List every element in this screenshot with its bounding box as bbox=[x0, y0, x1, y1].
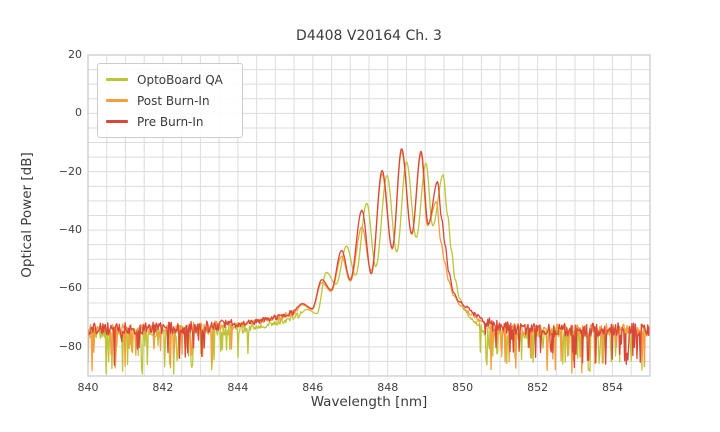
x-axis-label: Wavelength [nm] bbox=[310, 394, 428, 410]
series-line-pre-burn-in bbox=[87, 148, 651, 369]
y-tick-label--20: −20 bbox=[58, 164, 82, 178]
x-tick-label-846: 846 bbox=[302, 381, 324, 394]
y-tick-label--40: −40 bbox=[58, 223, 82, 237]
legend-item-optoboard-qa: OptoBoard QA bbox=[106, 69, 234, 90]
x-tick-label-854: 854 bbox=[602, 381, 624, 394]
legend-line-swatch-optoboard-qa bbox=[106, 78, 128, 81]
legend-label-pre-burn-in: Pre Burn-In bbox=[137, 114, 204, 129]
legend-label-post-burn-in: Post Burn-In bbox=[137, 93, 210, 108]
plot-border bbox=[87, 54, 651, 377]
legend-line-swatch-pre-burn-in bbox=[106, 120, 128, 123]
x-tick-label-842: 842 bbox=[152, 381, 174, 394]
legend: OptoBoard QA Post Burn-In Pre Burn-In bbox=[97, 63, 243, 138]
legend-label-optoboard-qa: OptoBoard QA bbox=[137, 72, 223, 87]
x-tick-label-848: 848 bbox=[377, 381, 399, 394]
y-axis-label: Optical Power [dB] bbox=[19, 152, 35, 278]
x-tick-label-852: 852 bbox=[527, 381, 549, 394]
legend-item-post-burn-in: Post Burn-In bbox=[106, 90, 234, 111]
x-tick-label-844: 844 bbox=[227, 381, 249, 394]
legend-item-pre-burn-in: Pre Burn-In bbox=[106, 111, 234, 132]
y-tick-label-0: 0 bbox=[75, 106, 82, 120]
x-tick-label-840: 840 bbox=[77, 381, 99, 394]
legend-line-swatch-post-burn-in bbox=[106, 99, 128, 102]
y-tick-label--60: −60 bbox=[58, 281, 82, 295]
y-tick-label-20: 20 bbox=[68, 48, 82, 61]
x-tick-label-850: 850 bbox=[452, 381, 474, 394]
y-tick-label--80: −80 bbox=[58, 339, 82, 353]
chart-title: D4408 V20164 Ch. 3 bbox=[296, 28, 442, 44]
